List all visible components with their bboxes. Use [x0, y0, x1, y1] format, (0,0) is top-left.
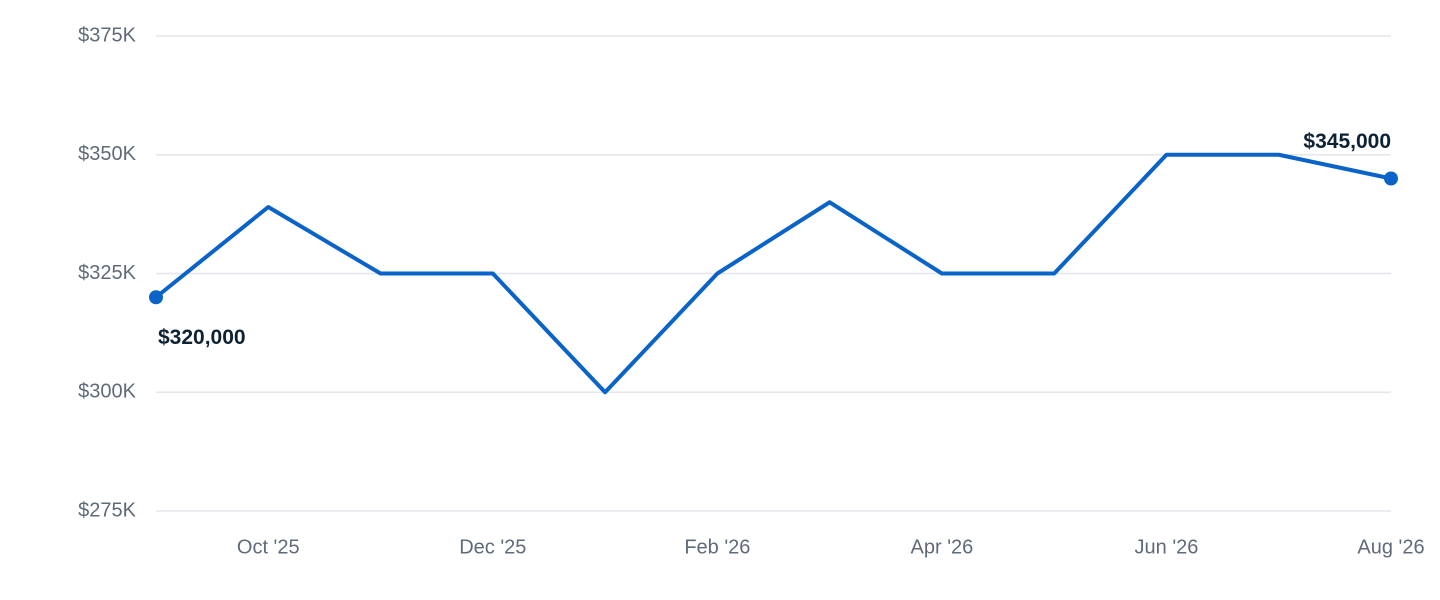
y-tick-label: $325K: [78, 262, 136, 284]
y-tick-label: $375K: [78, 24, 136, 46]
x-tick-label: Feb '26: [684, 536, 750, 558]
point: [149, 290, 163, 305]
value-label: $320,000: [158, 326, 246, 349]
y-tick-label: $275K: [78, 499, 136, 521]
x-tick-label: Oct '25: [237, 536, 300, 558]
y-tick-label: $350K: [78, 143, 136, 165]
y-tick-label: $300K: [78, 381, 136, 403]
value-label: $345,000: [1303, 130, 1391, 153]
line: [154, 152, 1392, 395]
point: [1384, 171, 1398, 186]
x-tick-label: Jun '26: [1135, 536, 1199, 558]
x-tick-label: Aug '26: [1357, 536, 1424, 558]
x-tick-label: Apr '26: [911, 536, 974, 558]
x-tick-label: Dec '25: [459, 536, 526, 558]
